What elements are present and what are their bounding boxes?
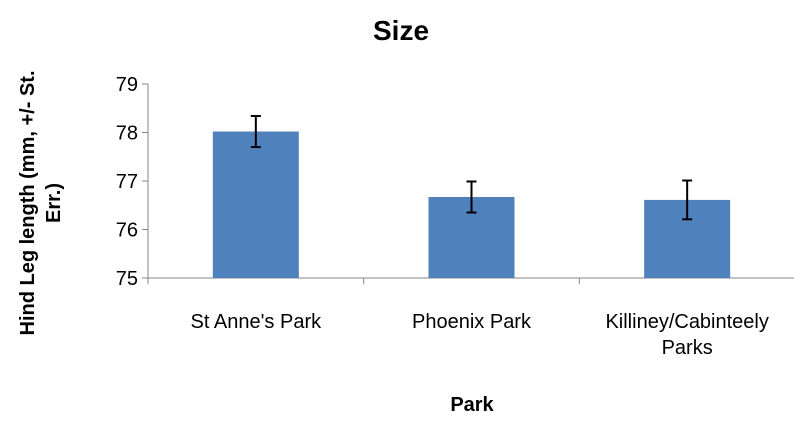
bar [212,131,299,278]
y-axis-title-text: Hind Leg length (mm, +/- St. Err.) [17,71,65,336]
x-tick-label-line: Parks [662,337,713,359]
x-tick-label-line: Killiney/Cabinteely [605,311,768,333]
plot-area: 75 76 77 78 79 St Anne's Park Phoenix Park Kill… [116,74,794,359]
y-tick-label: 79 [116,74,138,96]
y-tick-label: 78 [116,123,138,145]
y-tick-label: 76 [116,220,138,242]
chart-title: Size [373,15,429,46]
y-tick-label: 77 [116,171,138,193]
x-tick-label: Phoenix Park [412,311,532,333]
x-tick-label: St Anne's Park [191,311,323,333]
x-tick-label: Killiney/Cabinteely Parks [605,311,768,359]
x-tick-label-line: Phoenix Park [412,311,532,333]
y-axis-title-line: Err.) [43,183,65,223]
x-axis-title: Park [450,394,494,416]
y-tick-label: 75 [116,268,138,290]
y-axis-title: Hind Leg length (mm, +/- St. Err.) [17,71,65,336]
x-tick-label-line: St Anne's Park [191,311,323,333]
y-axis-title-line: Hind Leg length (mm, +/- St. [17,71,39,336]
